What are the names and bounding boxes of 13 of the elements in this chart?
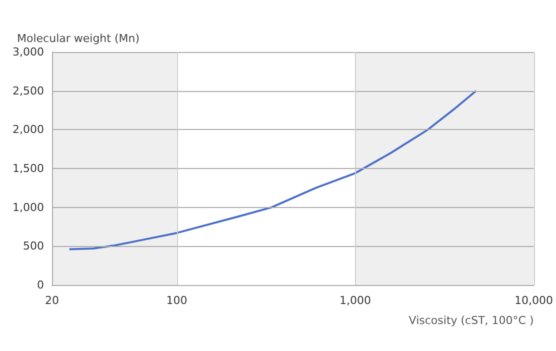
- x-tick-label: 1,000: [340, 294, 372, 307]
- y-tick-label: 3,000: [12, 46, 44, 58]
- y-axis-title: Molecular weight (Mn): [17, 32, 140, 45]
- y-tick-label: 2,500: [12, 84, 44, 98]
- y-tick-label: 1,000: [12, 200, 44, 214]
- x-tick-label: 100: [166, 294, 188, 307]
- y-tick-label: 1,500: [12, 162, 44, 175]
- y-tick-label: 2,000: [12, 123, 44, 136]
- y-tick-label: 0: [37, 278, 44, 292]
- x-axis-title: Viscosity (cST, 100°C ): [408, 314, 534, 327]
- y-tick-label: 500: [23, 240, 44, 253]
- x-tick-label: 10,000: [514, 294, 554, 307]
- x-tick-label: 20: [45, 294, 59, 307]
